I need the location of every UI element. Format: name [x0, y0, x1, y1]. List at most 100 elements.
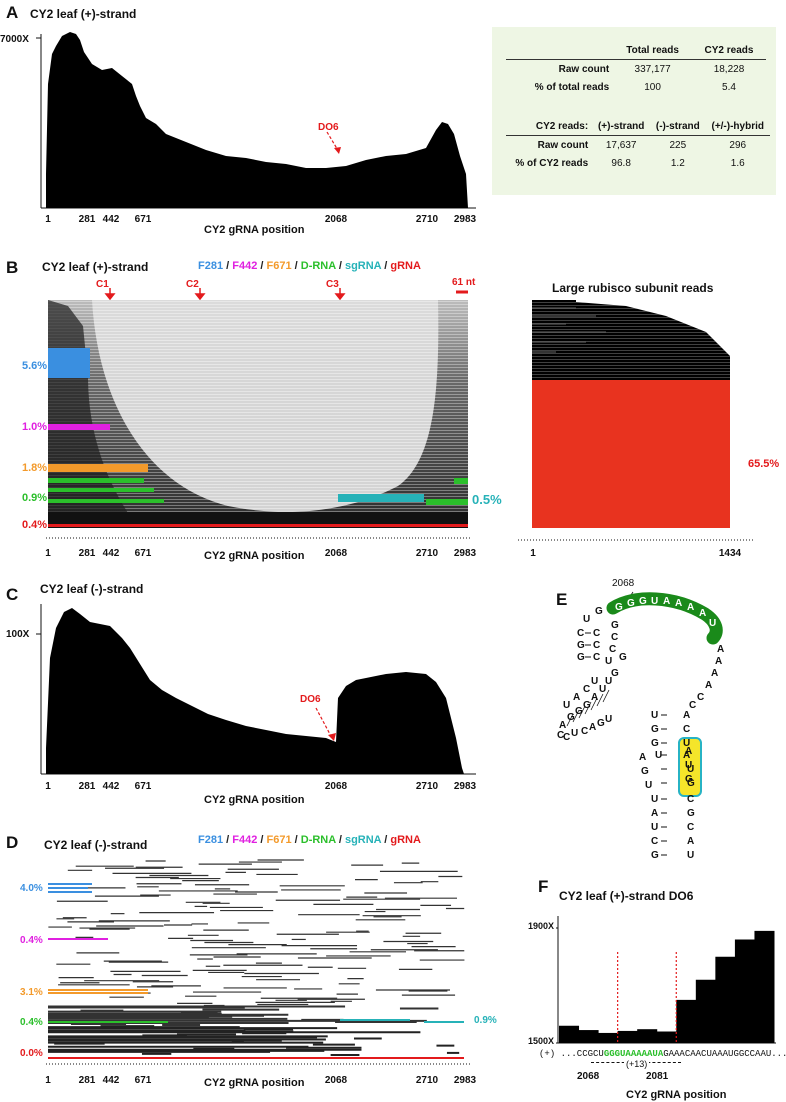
panel-d-legend: F281 / F442 / F671 / D-RNA / sgRNA / gRN… [198, 834, 421, 846]
panel-a-letter: A [6, 3, 19, 22]
panel-a-tick: 281 [78, 214, 96, 225]
rubisco-full-length-reads [532, 380, 730, 528]
panel-c-tick: 442 [102, 781, 120, 792]
nucleotide: G [627, 598, 635, 609]
nucleotide: U [591, 676, 598, 687]
legend-drna: D-RNA [300, 834, 336, 846]
nucleotide: G [619, 652, 627, 663]
arrow-c2-label: C2 [186, 279, 199, 290]
f442-reads [48, 424, 110, 430]
start-codon-nucleotide: U [685, 760, 692, 771]
nucleotide: U [583, 614, 590, 625]
nucleotide: C [593, 652, 600, 663]
stats-row-label: % of CY2 reads [515, 157, 589, 169]
panel-c-coverage-area [46, 608, 464, 774]
nucleotide: G [611, 668, 619, 679]
panel-d-tick: 2068 [324, 1075, 348, 1086]
seq-suffix: GAAACAACUAAAUGGCCAAU... [663, 1049, 786, 1059]
read-stats-table: Total reads CY2 reads Raw count 337,177 … [492, 27, 776, 195]
stats-cell: 5.4 [722, 81, 736, 93]
coverage-bar [656, 1031, 677, 1043]
nucleotide: C [593, 640, 600, 651]
nucleotide: U [651, 596, 658, 607]
coverage-bar [734, 939, 755, 1043]
panel-d-letter: D [6, 833, 19, 852]
pct-f671: 3.1% [20, 987, 43, 998]
panel-c-tick: 2710 [415, 781, 439, 792]
panel-f-letter: F [538, 877, 549, 896]
base-pair [572, 709, 580, 723]
seq-green: GGGUAAAAAUA [603, 1049, 664, 1059]
legend-grna: gRNA [390, 834, 421, 846]
nucleotide: A [699, 608, 706, 619]
nucleotide: U [645, 780, 652, 791]
panel-b-title: CY2 leaf (+)-strand [42, 260, 149, 274]
coverage-bar [617, 1030, 638, 1043]
panel-a-tick: 671 [134, 214, 152, 225]
f281-reads [48, 348, 90, 378]
legend-f671: F671 [266, 260, 292, 272]
panel-b-tick: 671 [134, 548, 152, 559]
panel-b-tick: 2710 [415, 548, 439, 559]
pct-f442: 0.4% [20, 935, 43, 946]
nucleotide: A [687, 602, 694, 613]
legend-f442: F442 [232, 260, 258, 272]
grna-reads [48, 524, 468, 527]
drna-reads [454, 478, 468, 484]
seq-prefix: (+) ...CCGCU [539, 1049, 604, 1059]
nucleotide: G [687, 808, 695, 819]
coverage-bar [578, 1030, 599, 1043]
panel-b-tick: 1 [45, 548, 51, 559]
panel-d-x-label: CY2 gRNA position [204, 1077, 305, 1089]
nucleotide: G [615, 602, 623, 613]
legend-f671: F671 [266, 834, 292, 846]
stats-header: Total reads [626, 44, 679, 56]
nucleotide: U [651, 794, 658, 805]
panel-f-shift: (+13) [624, 1059, 650, 1069]
coverage-bar [754, 930, 775, 1043]
nucleotide: U [687, 764, 694, 775]
nucleotide: C [577, 628, 584, 639]
nucleotide: G [595, 606, 603, 617]
legend-f281: F281 [198, 260, 224, 272]
stats-cell: 296 [729, 139, 747, 151]
nucleotide: G [651, 724, 659, 735]
rubisco-read-map [518, 300, 754, 541]
stats-cell: 100 [644, 81, 661, 93]
drna-reads [48, 499, 164, 503]
nucleotide: U [571, 728, 578, 739]
panel-f-pos-right: 2081 [646, 1071, 669, 1082]
nucleotide: A [705, 680, 712, 691]
nucleotide: G [639, 596, 647, 607]
stats-cell: 337,177 [634, 63, 671, 75]
pct-grna: 0.4% [22, 519, 48, 531]
panel-d-tick: 1 [45, 1075, 51, 1086]
stats-cell: 17,637 [605, 139, 637, 151]
nucleotide: C [581, 726, 588, 737]
nucleotide: U [563, 700, 570, 711]
f671-reads [48, 464, 148, 472]
nucleotide: A [663, 596, 670, 607]
panel-a-coverage-area [46, 32, 468, 208]
arrow-c3-label: C3 [326, 279, 339, 290]
legend-sgrna: sgRNA [344, 834, 382, 846]
stats-row-label: Raw count [558, 63, 610, 75]
nucleotide: C [687, 794, 694, 805]
nucleotide: C [609, 644, 616, 655]
panel-c-title: CY2 leaf (-)-strand [40, 582, 144, 596]
coverage-bar [715, 956, 736, 1043]
panel-b-read-map [46, 288, 472, 539]
panel-c-y-label: 100X [6, 629, 30, 640]
panel-c-tick: 1 [45, 781, 51, 792]
rubisco-tick: 1 [530, 548, 536, 559]
panel-a-tick: 2068 [324, 214, 348, 225]
panel-c-do6-annotation: DO6 [300, 694, 321, 705]
panel-c-tick: 2983 [453, 781, 477, 792]
panel-c-letter: C [6, 585, 19, 604]
base-pair [566, 713, 574, 727]
start-codon-nucleotide: A [685, 746, 692, 757]
nucleotide: A [591, 692, 598, 703]
coverage-bar [676, 999, 697, 1043]
nucleotide: U [651, 710, 658, 721]
panel-a-y-label: 7000X [0, 34, 29, 45]
